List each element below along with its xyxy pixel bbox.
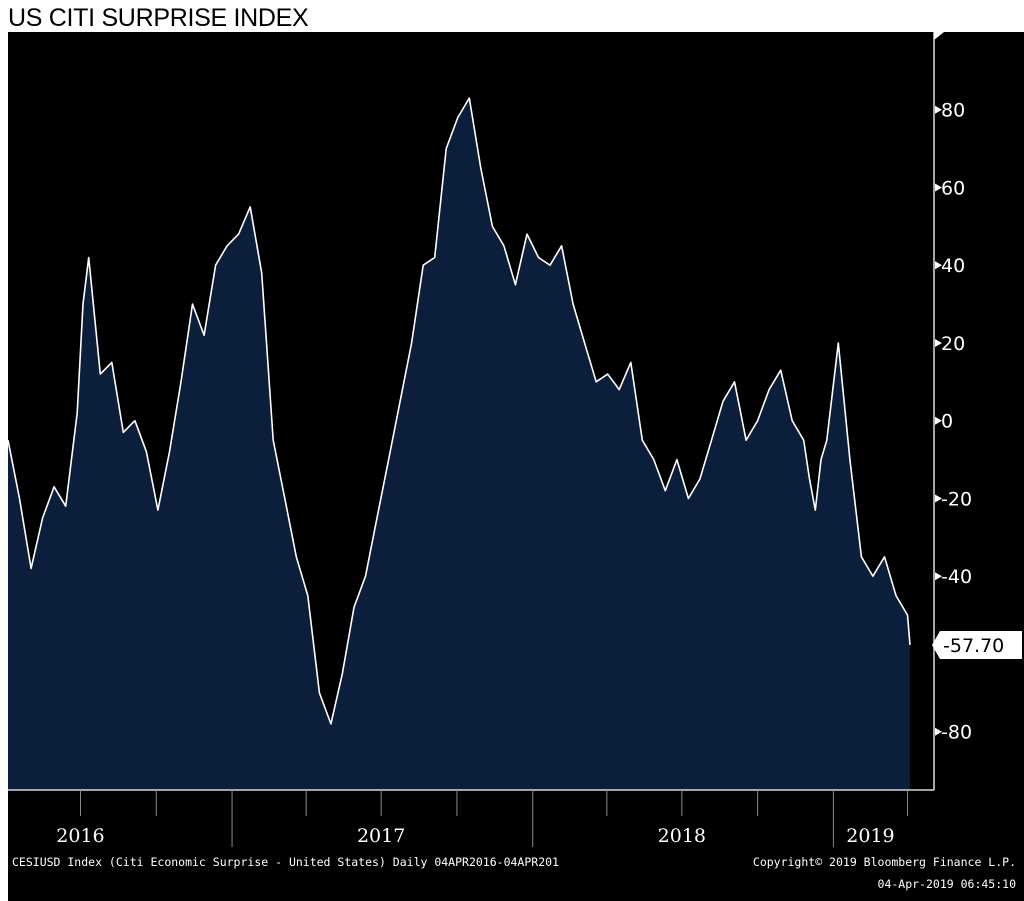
y-tick-mark	[935, 416, 942, 425]
y-tick-mark	[935, 183, 942, 192]
y-tick-mark	[935, 727, 942, 736]
y-axis-ticks: -80 -40 -20 0 20 40 60 80	[935, 100, 972, 744]
y-tick-mark	[935, 105, 942, 114]
last-value-label-box	[932, 631, 1022, 660]
series-area	[8, 98, 910, 791]
y-tick-label: -20	[941, 488, 972, 510]
y-tick-label: 0	[941, 411, 953, 433]
footer-timestamp: 04-Apr-2019 06:45:10	[878, 877, 1017, 891]
y-axis-arrow	[934, 32, 944, 40]
last-value-label: -57.70	[932, 631, 1022, 660]
x-tick-label: 2016	[56, 825, 104, 847]
series-line	[8, 97, 911, 725]
x-tick-label: 2017	[357, 825, 405, 847]
x-tick-label: 2019	[846, 825, 894, 847]
chart-title: US CITI SURPRISE INDEX	[8, 4, 309, 32]
y-tick-label: 80	[941, 100, 965, 122]
y-tick-label: -80	[941, 722, 972, 744]
y-tick-mark	[935, 572, 942, 581]
y-tick-mark	[935, 494, 942, 503]
last-value-label-text: -57.70	[943, 635, 1004, 657]
chart-frame: -80 -40 -20 0 20 40 60 80 2016 2017 2018 2019 -57.…	[8, 32, 1024, 901]
y-tick-label: -40	[941, 566, 972, 588]
chart-svg: -80 -40 -20 0 20 40 60 80 2016 2017 2018 2019 -57.…	[8, 32, 1022, 891]
x-axis-ticks: 2016 2017 2018 2019	[56, 790, 909, 847]
y-tick-mark	[935, 338, 942, 347]
y-tick-mark	[935, 261, 942, 270]
y-tick-label: 40	[941, 255, 965, 277]
area-layer	[8, 98, 910, 791]
y-tick-label: 20	[941, 333, 965, 355]
footer-source: CESIUSD Index (Citi Economic Surprise - …	[12, 855, 559, 869]
footer-copyright: Copyright© 2019 Bloomberg Finance L.P.	[753, 855, 1016, 869]
y-tick-label: 60	[941, 177, 965, 199]
axis-layer	[8, 32, 944, 791]
x-tick-label: 2018	[658, 825, 706, 847]
line-layer	[8, 97, 911, 725]
